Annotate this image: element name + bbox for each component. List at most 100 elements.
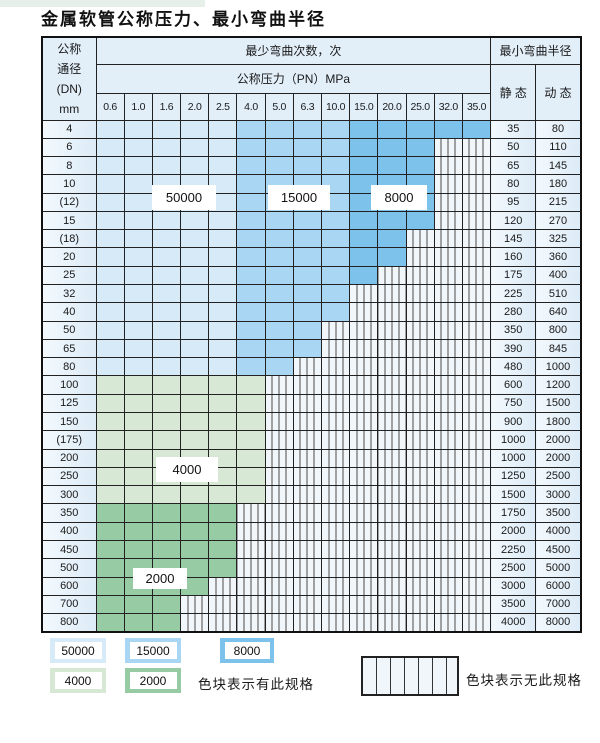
grid-cell-unavailable — [433, 539, 463, 560]
grid-cell-available — [123, 119, 153, 139]
dynamic-value-cell: 5000 — [535, 558, 582, 578]
grid-cell-unavailable — [461, 338, 492, 359]
grid-cell-unavailable — [377, 466, 407, 487]
cycles-count-label: 2000 — [133, 568, 187, 589]
grid-cell-available — [95, 192, 125, 212]
static-value-cell: 1250 — [490, 466, 537, 487]
grid-cell-available — [236, 156, 266, 176]
pressure-value-cell: 35.0 — [461, 92, 492, 121]
grid-cell-unavailable — [377, 503, 407, 523]
grid-cell-unavailable — [461, 485, 492, 505]
grid-cell-unavailable — [405, 594, 435, 615]
dn-cell: 25 — [41, 265, 97, 286]
grid-cell-unavailable — [377, 485, 407, 505]
grid-cell-unavailable — [433, 558, 463, 578]
grid-cell-available — [180, 576, 210, 596]
pressure-header: 公称压力（PN）MPa — [95, 63, 492, 94]
grid-cell-available — [377, 119, 407, 139]
dynamic-value-cell: 3500 — [535, 503, 582, 523]
grid-cell-unavailable — [320, 411, 351, 432]
grid-cell-unavailable — [461, 156, 492, 176]
grid-cell-unavailable — [405, 430, 435, 450]
static-value-cell: 3500 — [490, 594, 537, 615]
dynamic-value-cell: 4500 — [535, 539, 582, 560]
grid-cell-unavailable — [433, 613, 463, 633]
grid-cell-unavailable — [264, 485, 294, 505]
grid-cell-unavailable — [349, 393, 379, 414]
table-row: 40 280 640 — [41, 302, 582, 322]
grid-cell-available — [151, 503, 182, 523]
grid-cell-unavailable — [433, 503, 463, 523]
grid-cell-available — [123, 320, 153, 340]
grid-cell-unavailable — [377, 411, 407, 432]
dynamic-value-cell: 270 — [535, 210, 582, 231]
grid-cell-available — [264, 302, 294, 322]
grid-cell-available — [264, 247, 294, 267]
grid-cell-available — [320, 284, 351, 304]
grid-cell-unavailable — [320, 375, 351, 395]
grid-cell-available — [95, 558, 125, 578]
grid-cell-available — [180, 338, 210, 359]
grid-cell-unavailable — [461, 576, 492, 596]
grid-cell-available — [123, 539, 153, 560]
grid-cell-available — [123, 302, 153, 322]
grid-cell-available — [123, 284, 153, 304]
grid-cell-available — [236, 210, 266, 231]
legend-swatch-label: 8000 — [224, 642, 270, 659]
grid-cell-unavailable — [292, 357, 323, 377]
grid-cell-unavailable — [461, 393, 492, 414]
pressure-value-cell: 1.0 — [123, 92, 153, 121]
grid-cell-available — [123, 466, 153, 487]
table-row: 25 175 400 — [41, 265, 582, 286]
static-value-cell: 390 — [490, 338, 537, 359]
static-value-cell: 350 — [490, 320, 537, 340]
grid-cell-available — [236, 284, 266, 304]
grid-cell-unavailable — [292, 411, 323, 432]
grid-cell-available — [95, 174, 125, 194]
grid-cell-unavailable — [320, 503, 351, 523]
cycles-count-label: 8000 — [371, 185, 427, 210]
grid-cell-unavailable — [264, 558, 294, 578]
dn-cell: 125 — [41, 393, 97, 414]
dn-cell: 150 — [41, 411, 97, 432]
grid-cell-available — [151, 156, 182, 176]
grid-cell-unavailable — [405, 503, 435, 523]
grid-cell-available — [180, 503, 210, 523]
grid-cell-available — [208, 137, 238, 158]
grid-cell-unavailable — [405, 357, 435, 377]
grid-cell-available — [151, 320, 182, 340]
table-row: (18) 145 325 — [41, 229, 582, 249]
dynamic-value-cell: 845 — [535, 338, 582, 359]
static-value-cell: 225 — [490, 284, 537, 304]
grid-cell-unavailable — [320, 393, 351, 414]
grid-cell-available — [151, 338, 182, 359]
pressure-value-cell: 20.0 — [377, 92, 407, 121]
grid-cell-unavailable — [264, 411, 294, 432]
grid-cell-available — [264, 357, 294, 377]
static-value-cell: 2500 — [490, 558, 537, 578]
grid-cell-unavailable — [236, 594, 266, 615]
grid-cell-unavailable — [461, 265, 492, 286]
cycles-count-label: 4000 — [156, 457, 218, 482]
grid-cell-unavailable — [433, 174, 463, 194]
grid-cell-unavailable — [461, 466, 492, 487]
grid-cell-available — [95, 357, 125, 377]
dynamic-value-cell: 1200 — [535, 375, 582, 395]
grid-cell-available — [208, 357, 238, 377]
cycles-count-label: 15000 — [268, 185, 330, 210]
grid-cell-available — [208, 485, 238, 505]
grid-cell-available — [208, 284, 238, 304]
grid-cell-available — [236, 265, 266, 286]
dynamic-value-cell: 400 — [535, 265, 582, 286]
grid-cell-available — [180, 320, 210, 340]
grid-cell-available — [236, 247, 266, 267]
grid-cell-unavailable — [236, 613, 266, 633]
grid-cell-unavailable — [349, 613, 379, 633]
pressure-value-cell: 4.0 — [236, 92, 266, 121]
grid-cell-available — [292, 137, 323, 158]
grid-cell-available — [320, 247, 351, 267]
top-edge-strip — [0, 0, 205, 7]
table-row: 8 65 145 — [41, 156, 582, 176]
grid-cell-available — [405, 210, 435, 231]
dn-header-line3: (DN) — [56, 81, 82, 96]
